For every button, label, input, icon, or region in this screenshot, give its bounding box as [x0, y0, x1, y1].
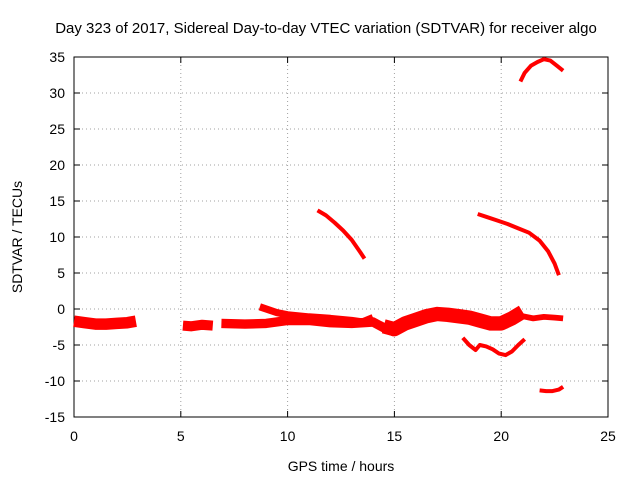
y-tick-label: 15 — [49, 193, 65, 209]
chart-title: Day 323 of 2017, Sidereal Day-to-day VTE… — [55, 20, 597, 37]
series-arc-morning — [182, 319, 214, 332]
y-tick-label: -15 — [45, 409, 65, 425]
series-arc-descending-2 — [477, 212, 561, 276]
x-tick-label: 15 — [387, 428, 403, 444]
series-arc-peak — [518, 57, 565, 83]
x-tick-label: 20 — [493, 428, 509, 444]
x-tick-label: 25 — [600, 428, 616, 444]
y-tick-label: 0 — [57, 301, 65, 317]
y-axis-label: SDTVAR / TECUs — [9, 181, 25, 293]
y-tick-label: 25 — [49, 121, 65, 137]
y-tick-label: 35 — [49, 49, 65, 65]
axis-ticks: 0 5 10 15 20 25 -15 -10 -5 0 5 10 15 20 25 30 35 — [45, 49, 616, 444]
series-arc-evening — [511, 313, 564, 322]
grid-lines — [74, 57, 608, 417]
series-arc-midday-high — [258, 303, 375, 326]
series-arc-dip — [461, 336, 527, 358]
series-arc-afternoon — [381, 305, 527, 337]
y-tick-label: 5 — [57, 265, 65, 281]
y-tick-label: 20 — [49, 157, 65, 173]
series-arc-low-night — [539, 385, 565, 394]
x-tick-label: 10 — [280, 428, 296, 444]
data-series — [73, 57, 565, 394]
y-tick-label: 30 — [49, 85, 65, 101]
x-tick-label: 0 — [70, 428, 78, 444]
x-axis-label: GPS time / hours — [288, 458, 395, 474]
series-arc-descending-1 — [316, 208, 367, 260]
y-tick-label: 10 — [49, 229, 65, 245]
x-tick-label: 5 — [177, 428, 185, 444]
series-arc-midday-low — [221, 315, 397, 337]
series-arc-early-morning — [73, 315, 137, 330]
y-tick-label: -10 — [45, 373, 65, 389]
y-tick-label: -5 — [53, 337, 66, 353]
